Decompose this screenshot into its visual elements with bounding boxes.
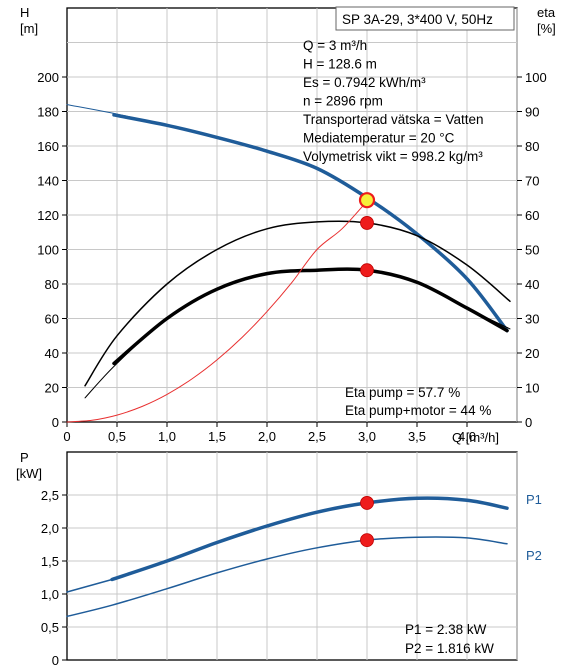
p2-label: P2 xyxy=(526,548,542,563)
eta-pump-motor-curve xyxy=(112,267,509,366)
top-right-tick-label: 20 xyxy=(525,346,539,361)
top-right-axis-unit: [%] xyxy=(537,21,556,36)
p1-curve-extension xyxy=(66,578,113,593)
info-line: Q = 3 m³/h xyxy=(303,38,367,53)
top-right-tick-label: 90 xyxy=(525,105,539,120)
top-left-tick-label: 20 xyxy=(45,381,59,396)
eta-point-marker xyxy=(360,263,374,278)
top-left-tick-label: 180 xyxy=(37,105,59,120)
bottom-y-tick-label: 2,5 xyxy=(41,488,59,503)
p1-curve xyxy=(110,496,509,582)
chart-title: SP 3A-29, 3*400 V, 50Hz xyxy=(342,12,493,27)
eta-pump-motor-text: Eta pump+motor = 44 % xyxy=(345,403,491,418)
top-right-tick-label: 50 xyxy=(525,243,539,258)
top-x-tick-label: 4,0 xyxy=(458,429,476,444)
info-line: n = 2896 rpm xyxy=(303,94,383,109)
top-left-tick-label: 40 xyxy=(45,346,59,361)
top-right-axis-title: eta xyxy=(537,5,556,20)
bottom-axis-unit: [kW] xyxy=(16,466,42,481)
top-left-axis-title: H xyxy=(20,5,29,20)
power-point-marker xyxy=(360,496,374,510)
top-left-tick-label: 160 xyxy=(37,139,59,154)
power-point-marker xyxy=(360,533,374,548)
bottom-curves xyxy=(66,496,509,618)
top-left-tick-label: 80 xyxy=(45,277,59,292)
top-right-tick-label: 80 xyxy=(525,139,539,154)
top-left-tick-label: 60 xyxy=(45,312,59,327)
eta-pump-text: Eta pump = 57.7 % xyxy=(345,385,460,400)
top-grid xyxy=(66,7,518,423)
top-curves xyxy=(66,104,511,423)
info-line: Es = 0.7942 kWh/m³ xyxy=(303,75,426,90)
p1-label: P1 xyxy=(526,492,542,507)
top-left-ticks: 0 20 40 60 80 100 120 140 160 180 200 xyxy=(37,70,67,430)
head-curve xyxy=(112,113,509,333)
top-right-tick-label: 40 xyxy=(525,277,539,292)
top-x-tick-label: 2,0 xyxy=(258,429,276,444)
p1-value-text: P1 = 2.38 kW xyxy=(405,622,487,637)
bottom-plot-frame xyxy=(66,451,518,661)
top-left-tick-label: 0 xyxy=(52,415,59,430)
duty-point-marker xyxy=(358,192,376,209)
top-right-tick-label: 100 xyxy=(525,70,547,85)
info-line: H = 128.6 m xyxy=(303,57,377,72)
top-x-tick-label: 1,5 xyxy=(208,429,226,444)
top-right-tick-label: 60 xyxy=(525,208,539,223)
eta-point-marker xyxy=(360,216,374,230)
top-left-tick-label: 100 xyxy=(37,243,59,258)
bottom-axis-title: P xyxy=(20,450,29,465)
top-x-tick-label: 0,5 xyxy=(108,429,126,444)
top-left-tick-label: 200 xyxy=(37,70,59,85)
top-left-tick-label: 140 xyxy=(37,174,59,189)
top-x-tick-label: 1,0 xyxy=(158,429,176,444)
top-x-tick-label: 0 xyxy=(63,429,70,444)
p2-curve xyxy=(66,536,508,618)
top-right-ticks: 0 10 20 30 40 50 60 70 80 90 100 xyxy=(517,70,547,430)
p2-value-text: P2 = 1.816 kW xyxy=(405,641,494,656)
info-line: Transporterad vätska = Vatten xyxy=(303,112,483,127)
bottom-y-ticks: 0 0,5 1,0 1,5 2,0 2,5 xyxy=(41,488,67,668)
bottom-y-tick-label: 0,5 xyxy=(41,620,59,635)
top-left-tick-label: 120 xyxy=(37,208,59,223)
top-left-axis-unit: [m] xyxy=(20,21,38,36)
top-right-tick-label: 30 xyxy=(525,312,539,327)
top-right-tick-label: 10 xyxy=(525,381,539,396)
top-x-tick-label: 3,0 xyxy=(358,429,376,444)
info-line: Mediatemperatur = 20 °C xyxy=(303,131,455,146)
top-right-tick-label: 70 xyxy=(525,174,539,189)
top-right-tick-label: 0 xyxy=(525,415,532,430)
operating-info: Q = 3 m³/h H = 128.6 m Es = 0.7942 kWh/m³ n… xyxy=(303,38,483,164)
bottom-y-tick-label: 0 xyxy=(52,653,59,668)
eta-pump-curve xyxy=(84,220,511,387)
top-x-tick-label: 2,5 xyxy=(308,429,326,444)
bottom-y-tick-label: 1,5 xyxy=(41,554,59,569)
info-line: Volymetrisk vikt = 998.2 kg/m³ xyxy=(303,149,483,164)
bottom-y-tick-label: 1,0 xyxy=(41,587,59,602)
top-x-axis-label: Q [m³/h] xyxy=(452,430,499,445)
top-x-ticks: 0 0,5 1,0 1,5 2,0 2,5 3,0 3,5 4,0 xyxy=(63,422,476,444)
title-box xyxy=(335,6,515,31)
bottom-y-tick-label: 2,0 xyxy=(41,521,59,536)
top-x-tick-label: 3,5 xyxy=(408,429,426,444)
bottom-grid xyxy=(66,451,518,661)
npsh-curve xyxy=(66,200,368,423)
